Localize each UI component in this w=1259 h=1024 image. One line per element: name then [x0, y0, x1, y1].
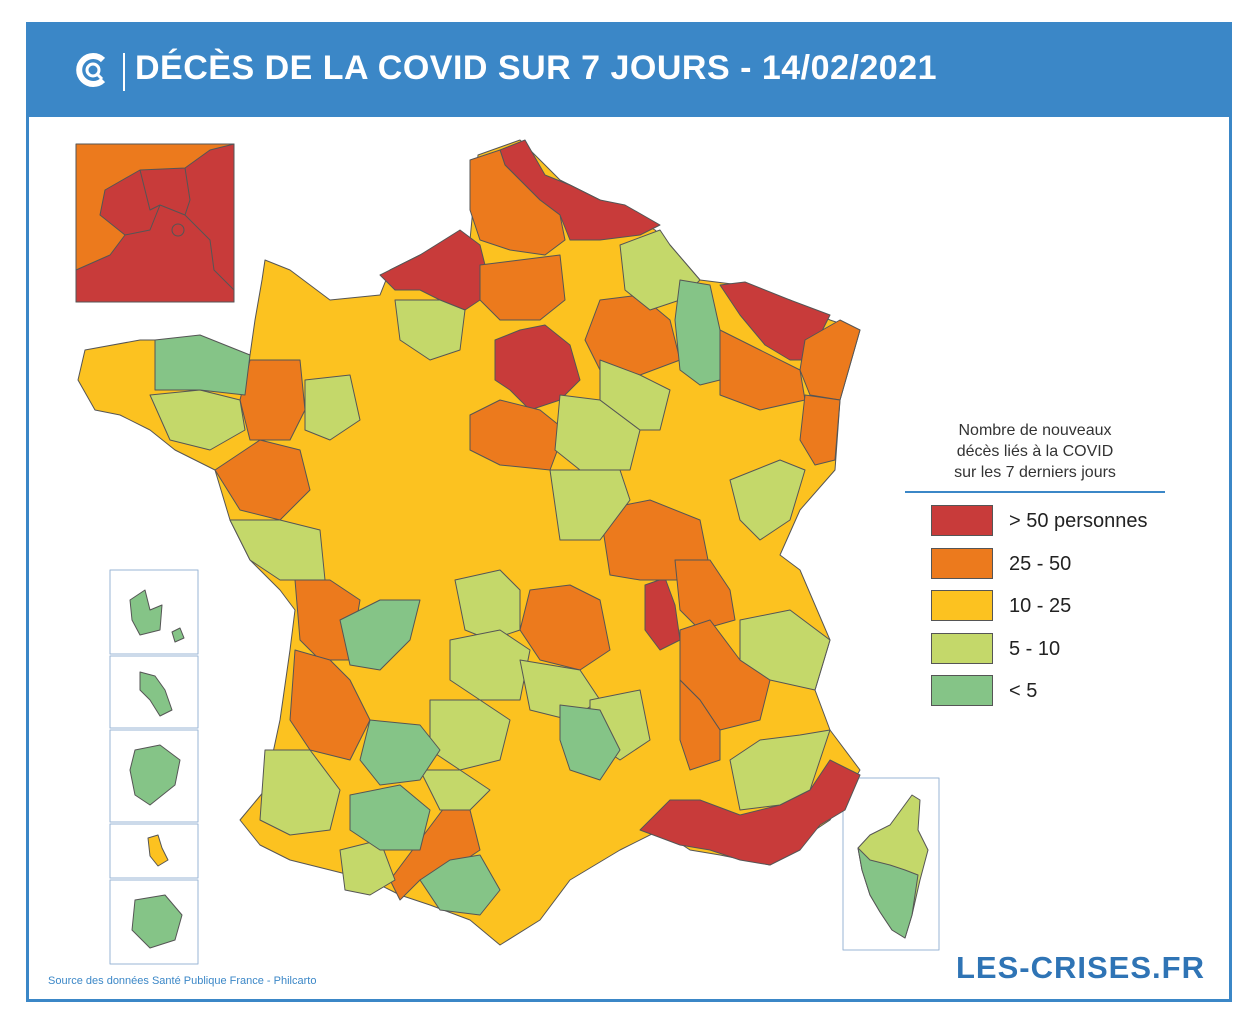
legend-title: Nombre de nouveaux décès liés à la COVID… — [905, 420, 1165, 493]
region-gironde — [289, 649, 371, 761]
region-somme — [479, 254, 566, 321]
les-crises-logo-icon — [76, 53, 106, 87]
region-sarthe — [239, 359, 306, 441]
legend-swatch-yellow — [931, 590, 993, 621]
region-pas-de-calais — [469, 149, 566, 256]
header-bar: DÉCÈS DE LA COVID SUR 7 JOURS - 14/02/20… — [29, 25, 1229, 117]
region-jura — [729, 459, 806, 541]
legend-item-25-50: 25 - 50 — [905, 536, 1165, 579]
region-haute-garonne — [389, 799, 481, 901]
source-credit: Source des données Santé Publique France… — [48, 975, 317, 987]
region-nievre — [549, 469, 631, 541]
region-allier — [454, 569, 521, 641]
header-divider — [123, 53, 125, 91]
legend-item-10-25: 10 - 25 — [905, 578, 1165, 621]
region-meuse — [674, 279, 721, 386]
region-haute-marne — [599, 359, 671, 431]
region-var-upper — [729, 729, 831, 811]
region-lot — [419, 769, 491, 811]
region-ariege — [419, 854, 501, 916]
region-maine-loire — [214, 439, 311, 521]
region-puy-de-dome — [449, 629, 531, 701]
page-title: DÉCÈS DE LA COVID SUR 7 JOURS - 14/02/20… — [135, 49, 938, 87]
brand-logo[interactable]: LES-CRISES.FR — [956, 950, 1205, 985]
corsica-inset — [842, 777, 940, 951]
region-ain — [674, 559, 736, 631]
legend-swatch-red — [931, 505, 993, 536]
region-eure — [394, 299, 466, 361]
legend-swatch-orange — [931, 547, 993, 579]
legend-item-under-5: < 5 — [905, 663, 1165, 706]
region-haut-rhin — [799, 394, 841, 466]
region-loire — [519, 584, 611, 671]
region-savoie — [739, 609, 831, 691]
region-landes — [259, 749, 341, 836]
overseas-insets — [109, 569, 199, 965]
legend-item-5-10: 5 - 10 — [905, 621, 1165, 664]
region-deux-sevres — [339, 599, 421, 671]
region-aveyron — [559, 704, 621, 781]
region-vendee — [229, 519, 326, 581]
region-paris — [494, 324, 581, 411]
region-paca — [639, 759, 861, 866]
legend-swatch-lightgreen — [931, 632, 993, 664]
idf-inset — [75, 143, 235, 303]
region-orne — [304, 374, 361, 441]
legend: Nombre de nouveaux décès liés à la COVID… — [905, 420, 1165, 706]
legend-item-over-50: > 50 personnes — [905, 493, 1165, 536]
region-drome — [679, 679, 721, 771]
region-cotes-armor — [154, 334, 251, 396]
region-correze — [359, 719, 441, 786]
legend-swatch-green — [931, 675, 993, 706]
region-tarn-garonne — [349, 784, 431, 851]
